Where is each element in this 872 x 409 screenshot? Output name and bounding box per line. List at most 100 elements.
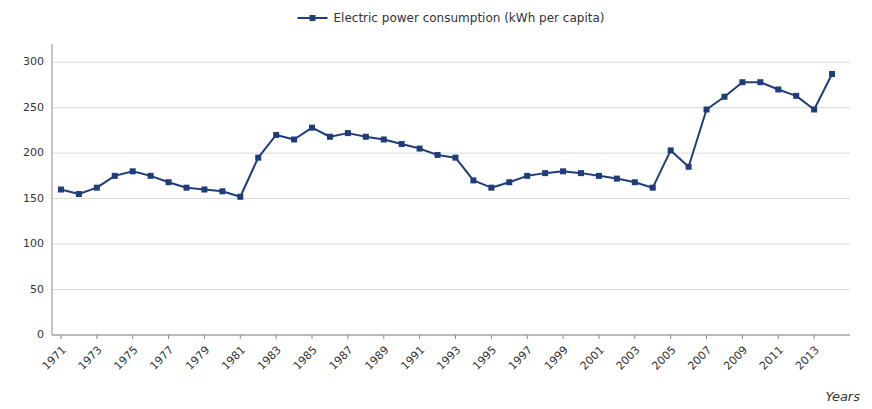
legend-marker	[309, 15, 315, 21]
x-tick	[276, 335, 277, 339]
point-marker	[793, 93, 799, 99]
point-marker	[704, 106, 710, 112]
y-grid: 0 50 100 150 200 250 300	[23, 55, 850, 341]
x-tick-label: 2009	[721, 344, 750, 373]
y-tick-label: 100	[23, 237, 44, 250]
x-tick	[634, 335, 635, 339]
y-tick-label: 50	[30, 283, 44, 296]
point-marker	[775, 86, 781, 92]
point-marker	[399, 141, 405, 147]
y-tick-label: 150	[23, 192, 44, 205]
point-marker	[417, 146, 423, 152]
point-marker	[58, 187, 64, 193]
point-marker	[614, 176, 620, 182]
point-marker	[488, 185, 494, 191]
grid-line	[52, 244, 850, 245]
series-line	[61, 74, 832, 197]
point-marker	[811, 106, 817, 112]
y-tick-label: 250	[23, 101, 44, 114]
x-tick	[563, 335, 564, 339]
point-marker	[470, 177, 476, 183]
x-tick-label: 1991	[398, 344, 427, 373]
y-tick-label: 0	[37, 328, 44, 341]
y-axis-line	[52, 44, 53, 335]
x-tick	[814, 335, 815, 339]
chart-container: 0501001502002503001971197319751977197919…	[0, 0, 872, 409]
point-marker	[148, 173, 154, 179]
point-marker	[381, 136, 387, 142]
x-tick	[347, 335, 348, 339]
x-tick-label: 1977	[147, 344, 176, 373]
grid-line	[52, 107, 850, 108]
x-tick	[706, 335, 707, 339]
point-marker	[686, 164, 692, 170]
point-marker	[739, 79, 745, 85]
x-tick-label: 2011	[757, 344, 786, 373]
grid-line	[52, 335, 850, 336]
x-tick-label: 1981	[219, 344, 248, 373]
point-marker	[542, 170, 548, 176]
x-tick-label: 1993	[434, 344, 463, 373]
y-tick-label: 300	[23, 55, 44, 68]
point-marker	[112, 173, 118, 179]
grid-line	[52, 198, 850, 199]
point-marker	[237, 194, 243, 200]
x-tick	[742, 335, 743, 339]
x-tick	[312, 335, 313, 339]
point-marker	[291, 136, 297, 142]
point-marker	[578, 170, 584, 176]
legend-label: Electric power consumption (kWh per capi…	[333, 11, 604, 25]
point-marker	[363, 134, 369, 140]
point-marker	[273, 132, 279, 138]
point-marker	[255, 155, 261, 161]
x-tick-label: 1995	[470, 344, 499, 373]
x-tick-label: 1973	[76, 344, 105, 373]
x-tick-label: 1987	[327, 344, 356, 373]
point-marker	[201, 187, 207, 193]
x-axis-line	[52, 335, 850, 336]
x-tick-label: 1975	[111, 344, 140, 373]
point-marker	[757, 79, 763, 85]
x-tick	[132, 335, 133, 339]
x-tick	[670, 335, 671, 339]
grid-line	[52, 289, 850, 290]
point-marker	[435, 152, 441, 158]
x-tick-label: 2007	[685, 344, 714, 373]
x-tick-label: 1999	[542, 344, 571, 373]
x-tick	[204, 335, 205, 339]
x-tick	[598, 335, 599, 339]
x-tick-label: 2003	[614, 344, 643, 373]
point-marker	[94, 185, 100, 191]
point-marker	[668, 147, 674, 153]
x-tick-label: 1979	[183, 344, 212, 373]
x-tick	[491, 335, 492, 339]
x-tick	[419, 335, 420, 339]
point-marker	[183, 185, 189, 191]
x-tick-label: 2005	[649, 344, 678, 373]
x-axis: 1971197319751977197919811983198519871989…	[40, 335, 822, 373]
point-marker	[650, 185, 656, 191]
point-marker	[829, 71, 835, 77]
point-marker	[452, 155, 458, 161]
x-tick-label: 1971	[40, 344, 69, 373]
x-tick	[527, 335, 528, 339]
x-tick	[60, 335, 61, 339]
x-tick	[96, 335, 97, 339]
point-marker	[524, 173, 530, 179]
x-tick-label: 1989	[363, 344, 392, 373]
plot-data	[58, 71, 835, 200]
point-marker	[721, 94, 727, 100]
chart-svg: 0501001502002503001971197319751977197919…	[0, 0, 872, 409]
x-tick-label: 2001	[578, 344, 607, 373]
point-marker	[345, 130, 351, 136]
grid-line	[52, 153, 850, 154]
x-tick	[168, 335, 169, 339]
point-marker	[560, 168, 566, 174]
x-tick	[240, 335, 241, 339]
grid-line	[52, 62, 850, 63]
x-tick-label: 1983	[255, 344, 284, 373]
x-tick	[778, 335, 779, 339]
x-tick-label: 1997	[506, 344, 535, 373]
point-marker	[327, 134, 333, 140]
y-tick-label: 200	[23, 146, 44, 159]
